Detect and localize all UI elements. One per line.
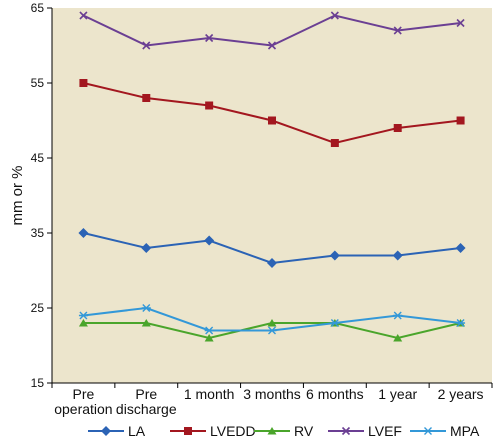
data-point-la bbox=[141, 243, 152, 253]
data-point-lvedd bbox=[330, 139, 339, 147]
x-tick-label: discharge bbox=[116, 401, 177, 417]
legend-label-lvedd: LVEDD bbox=[210, 423, 256, 439]
legend-marker-lvedd bbox=[184, 427, 192, 435]
data-point-lvef bbox=[79, 11, 88, 20]
x-tick-label: 1 year bbox=[378, 386, 417, 402]
data-point-mpa bbox=[330, 319, 340, 327]
data-point-la bbox=[78, 228, 89, 238]
x-tick-label: Pre bbox=[73, 386, 95, 402]
y-tick-label: 15 bbox=[31, 376, 45, 390]
x-tick-label: 6 months bbox=[306, 386, 364, 402]
x-tick-label: Pre bbox=[135, 386, 157, 402]
x-tick-label: 2 years bbox=[438, 386, 484, 402]
data-point-mpa bbox=[393, 311, 403, 320]
data-point-mpa bbox=[267, 326, 277, 335]
data-point-rv bbox=[267, 319, 277, 327]
legend-marker-la bbox=[101, 426, 111, 436]
legend-label-rv: RV bbox=[294, 423, 314, 439]
data-point-lvedd bbox=[79, 79, 88, 87]
data-point-lvef bbox=[330, 11, 339, 20]
data-point-la bbox=[267, 258, 277, 268]
data-point-lvedd bbox=[393, 124, 402, 132]
y-tick-label: 25 bbox=[31, 301, 45, 315]
legend-label-lvef: LVEF bbox=[368, 423, 402, 439]
x-tick-label: 1 month bbox=[184, 386, 235, 402]
data-point-mpa bbox=[141, 304, 151, 312]
data-point-mpa bbox=[204, 326, 214, 335]
legend-label-mpa: MPA bbox=[450, 423, 480, 439]
y-axis-label: mm or % bbox=[9, 166, 26, 226]
data-point-lvedd bbox=[205, 101, 214, 110]
data-point-rv bbox=[141, 319, 151, 327]
data-point-rv bbox=[393, 334, 403, 342]
data-point-lvedd bbox=[268, 116, 276, 125]
legend-marker-mpa bbox=[423, 427, 433, 435]
plot-area bbox=[52, 8, 492, 383]
data-point-lvedd bbox=[142, 94, 151, 102]
data-point-la bbox=[329, 250, 340, 261]
data-point-la bbox=[392, 250, 403, 261]
data-point-la bbox=[204, 235, 215, 246]
data-point-lvef bbox=[267, 41, 277, 50]
data-point-lvef bbox=[393, 26, 402, 35]
y-tick-label: 65 bbox=[31, 1, 45, 15]
legend-label-la: LA bbox=[128, 423, 146, 439]
x-tick-label: 3 months bbox=[243, 386, 301, 402]
y-tick-label: 45 bbox=[31, 151, 45, 165]
legend-marker-lvef bbox=[341, 426, 351, 436]
data-point-la bbox=[455, 243, 466, 253]
data-point-lvef bbox=[142, 41, 151, 50]
data-point-mpa bbox=[78, 311, 88, 320]
data-point-mpa bbox=[456, 319, 466, 327]
data-point-rv bbox=[204, 334, 214, 342]
data-point-lvef bbox=[205, 33, 214, 43]
data-point-lvedd bbox=[456, 116, 465, 125]
y-tick-label: 35 bbox=[31, 226, 45, 240]
legend-marker-rv bbox=[267, 427, 277, 435]
y-tick-label: 55 bbox=[31, 76, 45, 90]
x-tick-label: operation bbox=[54, 401, 112, 417]
data-point-lvef bbox=[456, 18, 465, 28]
data-point-rv bbox=[78, 319, 88, 327]
